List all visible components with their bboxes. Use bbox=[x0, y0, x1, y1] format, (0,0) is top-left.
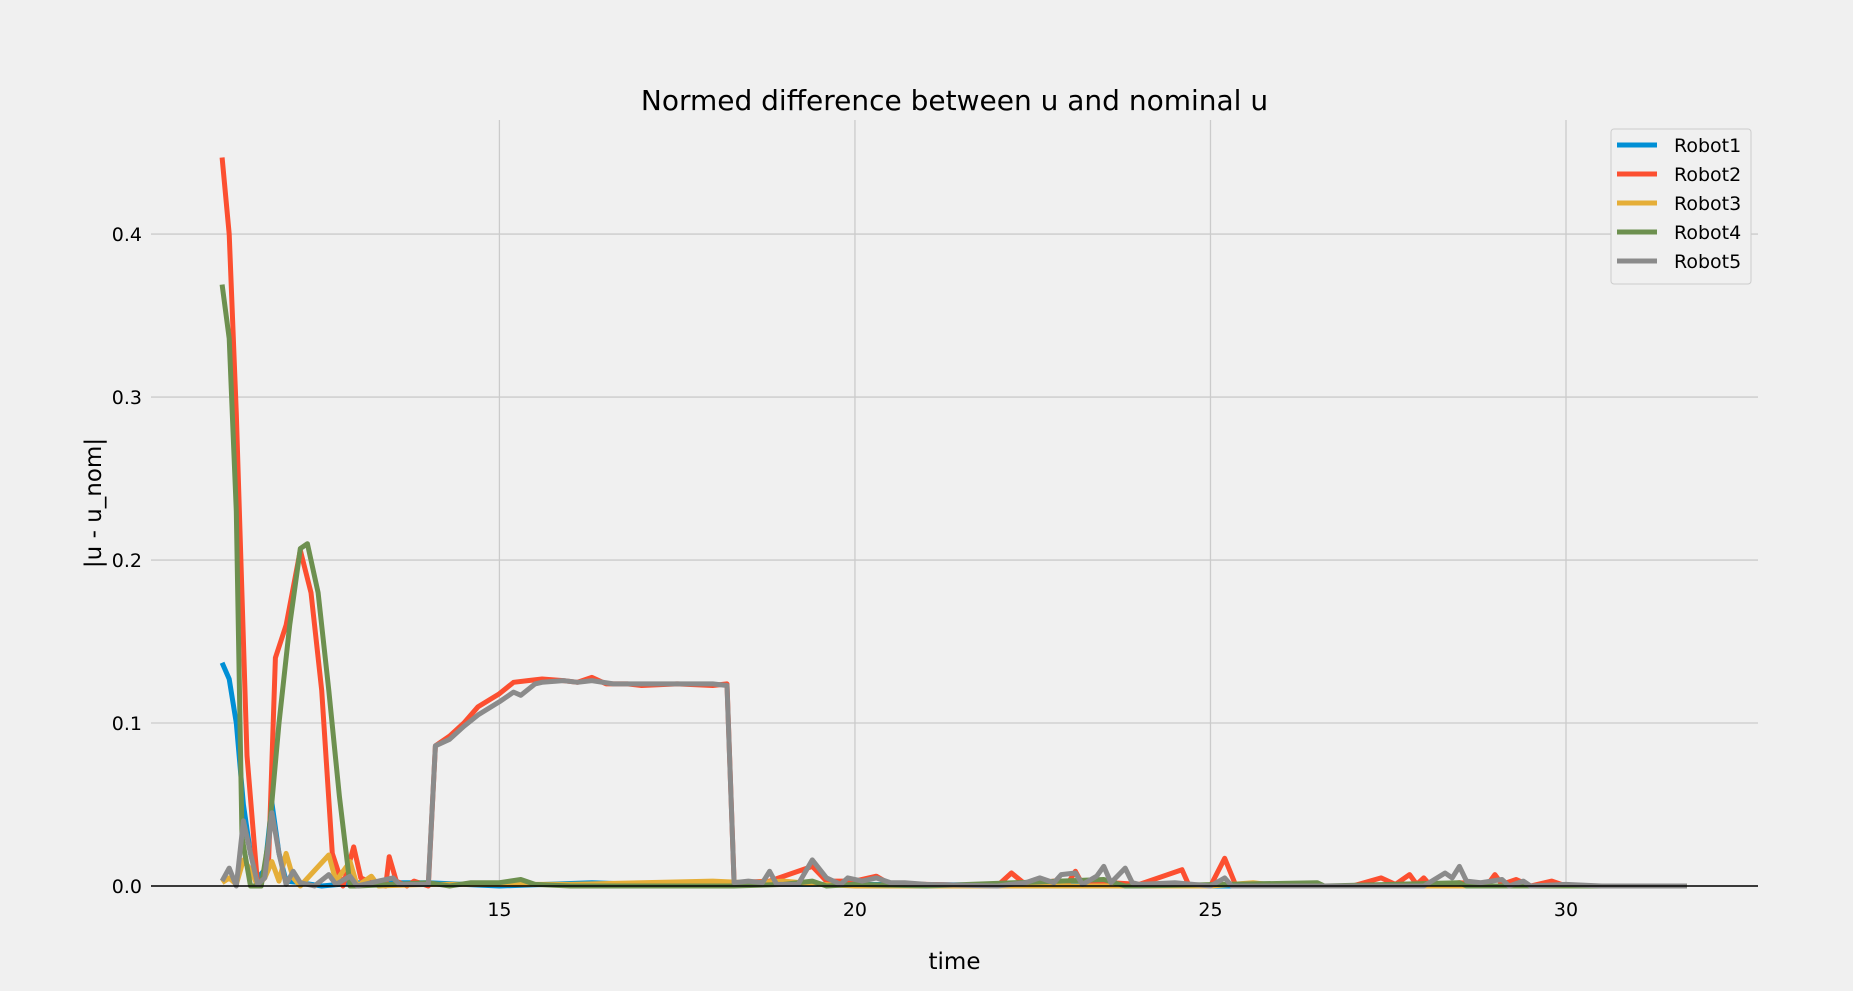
x-axis-title: time bbox=[929, 949, 981, 975]
legend-label-robot2: Robot2 bbox=[1674, 164, 1741, 186]
x-tick-label: 25 bbox=[1198, 899, 1222, 921]
y-axis-title: |u - u_nom| bbox=[81, 438, 107, 568]
legend-label-robot1: Robot1 bbox=[1674, 135, 1741, 157]
legend-label-robot4: Robot4 bbox=[1674, 222, 1741, 244]
legend-label-robot5: Robot5 bbox=[1674, 251, 1741, 273]
legend-box bbox=[1610, 128, 1752, 285]
y-tick-label: 0.0 bbox=[112, 876, 142, 898]
y-tick-label: 0.1 bbox=[112, 713, 142, 735]
series-line-robot4 bbox=[219, 284, 1687, 889]
y-tick-label: 0.2 bbox=[112, 550, 142, 572]
x-tick-label: 15 bbox=[487, 899, 511, 921]
x-tick-label: 20 bbox=[843, 899, 867, 921]
series-lines bbox=[219, 157, 1687, 889]
chart-title: Normed difference between u and nominal … bbox=[641, 84, 1268, 117]
legend-label-robot3: Robot3 bbox=[1674, 193, 1741, 215]
tick-labels: 15 20 25 30 0.0 0.1 0.2 0.3 0.4 bbox=[112, 224, 1578, 921]
x-tick-label: 30 bbox=[1554, 899, 1578, 921]
grid-lines bbox=[151, 120, 1758, 887]
y-tick-label: 0.4 bbox=[112, 224, 142, 246]
legend: Robot1 Robot2 Robot3 Robot4 Robot5 bbox=[1610, 128, 1752, 285]
y-tick-label: 0.3 bbox=[112, 387, 142, 409]
